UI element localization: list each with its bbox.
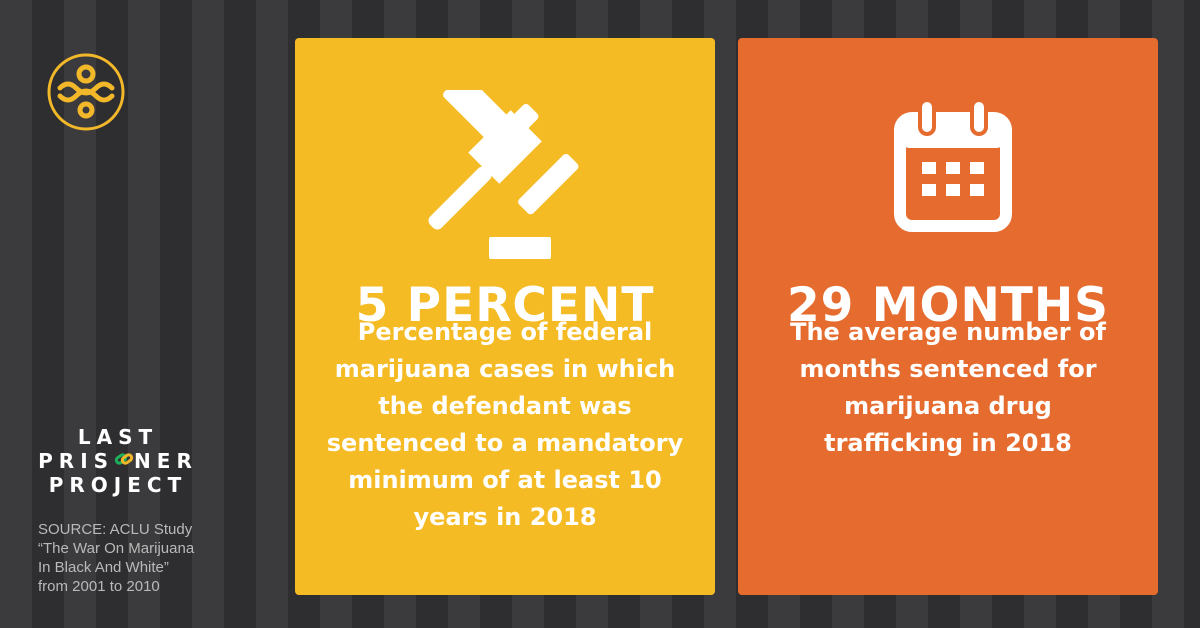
brand-text: PRIS <box>38 449 115 473</box>
description-line: marijuana drug <box>844 392 1052 420</box>
description-line: The average number of <box>790 318 1106 346</box>
gavel-icon <box>428 90 579 259</box>
description-line: months sentenced for <box>799 355 1097 383</box>
logo <box>47 53 125 131</box>
brand-text: NER <box>134 449 198 473</box>
source-line: In Black And White” <box>38 559 169 576</box>
description-line: minimum of at least 10 <box>348 466 662 494</box>
description-line: marijuana cases in which <box>334 355 676 383</box>
brand-logo: LAST PRIS NER PROJECT <box>38 425 198 497</box>
stat-headline: 5 PERCENT <box>355 278 655 333</box>
chain-icon <box>114 453 134 465</box>
stat-card: 29 MONTHS The average number of months se… <box>738 38 1158 595</box>
calendar-icon <box>894 98 1012 232</box>
description-line: sentenced to a mandatory <box>326 429 684 457</box>
source-line: from 2001 to 2010 <box>38 578 160 595</box>
description-line: the defendant was <box>378 392 632 420</box>
description-line: Percentage of federal <box>357 318 653 346</box>
source-note: SOURCE: ACLU Study “The War On Marijuana I… <box>38 520 194 596</box>
brand-line: PRIS NER <box>38 449 198 473</box>
stat-card: 5 PERCENT Percentage of federal marijuana… <box>295 38 715 595</box>
stat-description: Percentage of federal marijuana cases in … <box>295 314 715 536</box>
source-line: “The War On Marijuana <box>38 540 195 557</box>
description-line: years in 2018 <box>413 503 597 531</box>
source-line: SOURCE: ACLU Study <box>38 521 193 538</box>
brand-line: LAST <box>77 425 159 449</box>
brand-line: PROJECT <box>48 473 188 497</box>
stat-headline: 29 MONTHS <box>786 278 1110 333</box>
stat-description: The average number of months sentenced fo… <box>738 314 1158 462</box>
description-line: trafficking in 2018 <box>824 429 1072 457</box>
